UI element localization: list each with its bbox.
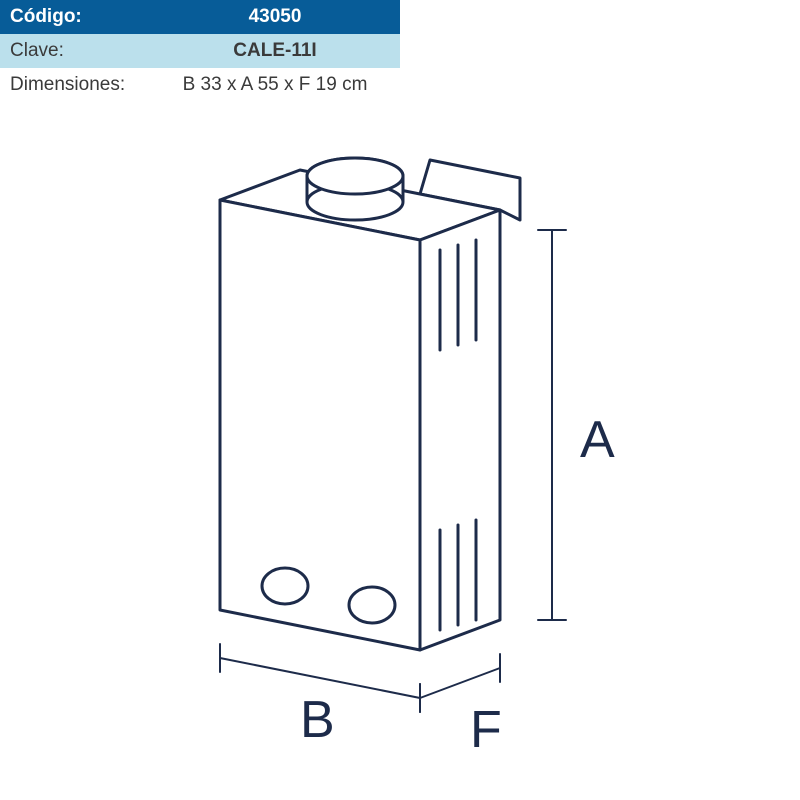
dims-value: B 33 x A 55 x F 19 cm [150, 68, 400, 102]
product-diagram: A B F [120, 130, 720, 790]
row-dimensions: Dimensiones: B 33 x A 55 x F 19 cm [0, 68, 400, 102]
clave-value: CALE-11I [150, 34, 400, 68]
dimension-label-f: F [470, 700, 502, 760]
dims-label: Dimensiones: [0, 68, 150, 102]
codigo-value: 43050 [150, 0, 400, 34]
dimension-label-b: B [300, 690, 335, 750]
diagram-svg [120, 130, 720, 790]
row-clave: Clave: CALE-11I [0, 34, 400, 68]
spec-table: Código: 43050 Clave: CALE-11I Dimensione… [0, 0, 400, 102]
codigo-label: Código: [0, 0, 150, 34]
dimension-label-a: A [580, 410, 615, 470]
clave-label: Clave: [0, 34, 150, 68]
row-codigo: Código: 43050 [0, 0, 400, 34]
